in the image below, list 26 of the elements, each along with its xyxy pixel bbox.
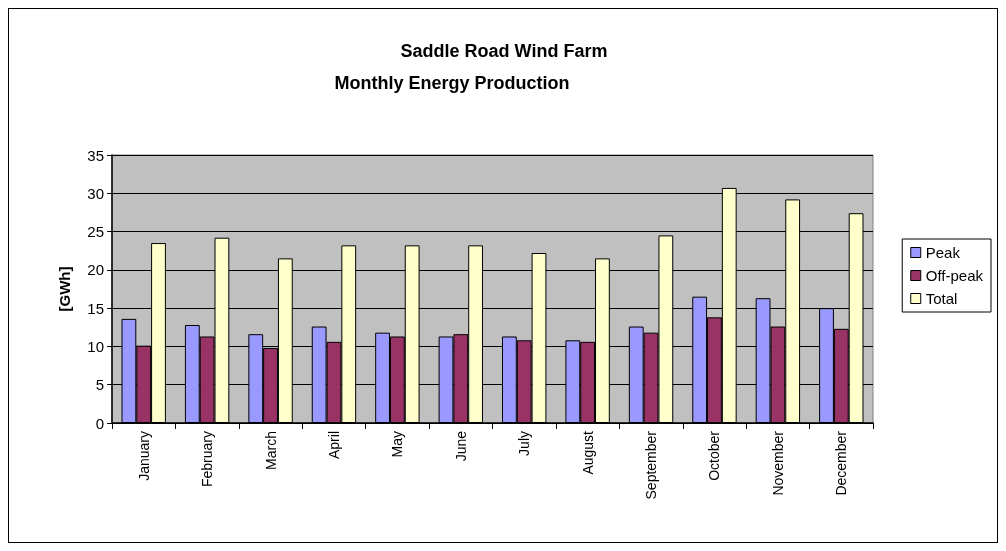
x-tick-label: November: [769, 430, 786, 496]
x-tick-label: September: [643, 430, 660, 500]
legend-label: Total: [925, 290, 958, 307]
y-tick-label: 15: [87, 299, 104, 317]
y-tick-label: 25: [87, 223, 104, 241]
x-tick-label: January: [135, 431, 152, 481]
x-tick-label: February: [199, 431, 216, 488]
legend-label: Peak: [925, 244, 961, 261]
chart-subtitle: Monthly Energy Production: [334, 73, 570, 93]
x-tick-label: October: [706, 430, 723, 481]
y-tick-label: 0: [95, 414, 104, 432]
y-tick-label: 35: [87, 146, 104, 164]
x-tick-label: July: [516, 431, 533, 456]
y-tick-label: 5: [95, 376, 104, 394]
legend-label: Off-peak: [925, 267, 984, 284]
y-axis-title: [GWh]: [56, 266, 73, 312]
x-tick-label: June: [452, 430, 469, 462]
x-tick-label: August: [579, 430, 596, 475]
y-tick-label: 10: [87, 337, 104, 355]
x-tick-label: March: [262, 431, 279, 470]
x-tick-label: May: [389, 431, 406, 458]
y-tick-label: 30: [87, 184, 104, 202]
y-tick-label: 20: [87, 261, 104, 279]
x-tick-label: April: [325, 431, 342, 460]
chart-title: Saddle Road Wind Farm: [400, 41, 608, 61]
x-tick-label: December: [833, 430, 850, 496]
